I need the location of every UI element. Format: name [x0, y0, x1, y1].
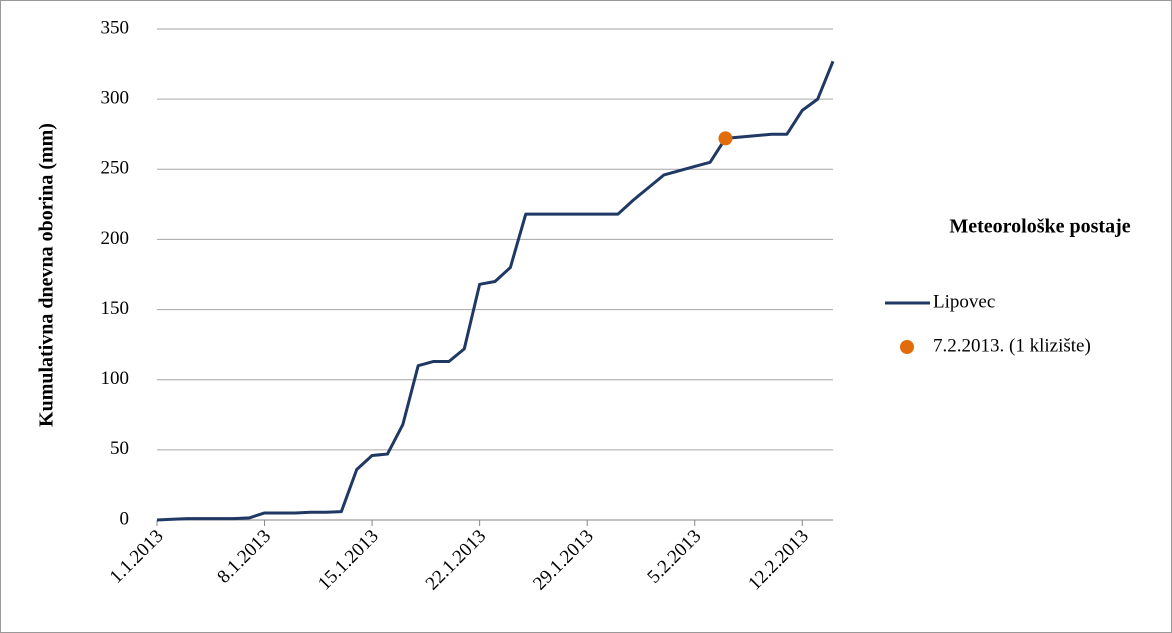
data-point — [718, 131, 733, 146]
y-tick-label: 0 — [120, 508, 130, 529]
data-line — [156, 60, 835, 522]
y-tick-label: 50 — [110, 438, 129, 459]
legend-label: 7.2.2013. (1 klizište) — [933, 335, 1091, 356]
y-tick-label: 200 — [101, 228, 130, 249]
y-tick-label: 350 — [101, 17, 130, 38]
y-axis-title: Kumulativna dnevna oborina (mm) — [36, 123, 58, 427]
legend-swatch — [900, 340, 914, 354]
legend-title: Meteorološke postaje — [949, 216, 1130, 238]
y-tick-label: 100 — [101, 368, 130, 389]
legend-label: Lipovec — [933, 291, 995, 312]
y-tick-label: 250 — [101, 158, 130, 179]
y-tick-label: 300 — [101, 88, 130, 109]
y-tick-label: 150 — [101, 298, 130, 319]
